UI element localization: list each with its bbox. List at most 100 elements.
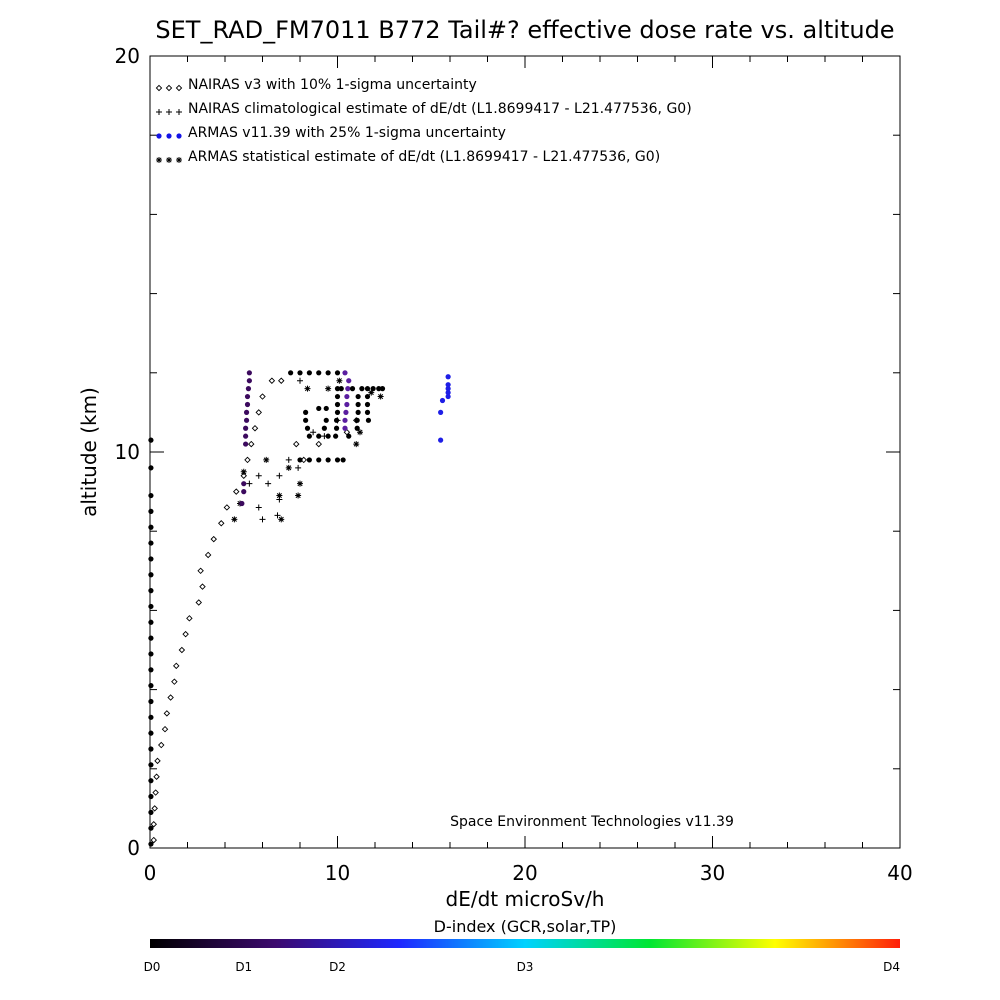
data-point-dot: [355, 393, 361, 400]
data-point-asterisk: [263, 456, 270, 463]
data-point-asterisk: [377, 393, 384, 400]
data-point-dot: [364, 393, 371, 400]
data-point-dot: [176, 133, 182, 139]
data-point-dot: [148, 667, 154, 673]
data-point-diamond: [197, 567, 204, 575]
data-point-asterisk: [368, 389, 375, 396]
data-point-diamond: [186, 615, 193, 622]
data-point-dot: [342, 370, 348, 376]
data-point-dot: [148, 635, 154, 641]
data-point-dot: [346, 433, 352, 439]
data-point-asterisk: [176, 157, 182, 163]
data-point-diamond: [315, 440, 322, 448]
data-point-dot: [323, 417, 329, 423]
data-point-dot: [304, 425, 311, 431]
data-point-dot: [445, 393, 451, 400]
data-point-diamond: [259, 393, 266, 400]
data-point-asterisk: [357, 429, 363, 436]
data-point-plus: [166, 109, 172, 115]
data-point-dot: [334, 409, 341, 415]
data-point-dot: [243, 441, 249, 447]
data-point-dot: [148, 746, 154, 752]
data-point-diamond: [199, 583, 206, 590]
data-point-dot: [244, 401, 251, 408]
data-point-dot: [334, 370, 341, 376]
colorbar-labels: D0 D1 D2 D3 D4: [144, 960, 900, 974]
data-point-diamond: [218, 520, 225, 527]
data-point-diamond: [173, 662, 180, 670]
legend-entry-label: ARMAS v11.39 with 25% 1-sigma uncertaint…: [188, 125, 506, 141]
colorbar-label: D2: [329, 960, 346, 974]
data-point-diamond: [195, 599, 202, 606]
data-point-diamond: [248, 440, 255, 448]
data-point-plus: [265, 480, 272, 487]
data-point-dot: [148, 793, 154, 800]
data-point-dot: [342, 425, 348, 431]
data-point-dot: [364, 401, 371, 408]
data-point-diamond: [171, 678, 178, 685]
data-point-dot: [148, 809, 154, 815]
data-point-dot: [303, 409, 309, 415]
data-point-plus: [276, 472, 283, 479]
data-point-dot: [316, 405, 322, 412]
data-point-dot: [148, 619, 154, 625]
data-point-diamond: [163, 710, 171, 717]
data-point-dot: [445, 390, 451, 396]
data-point-plus: [310, 429, 317, 436]
data-point-dot: [246, 378, 252, 384]
x-tick-label: 10: [325, 861, 350, 885]
data-point-dot: [365, 417, 372, 423]
data-point-dot: [445, 382, 451, 388]
data-point-diamond: [152, 789, 159, 796]
annotation: Space Environment Technologies v11.39: [450, 814, 734, 830]
data-point-dot: [438, 409, 444, 415]
data-point-dot: [244, 393, 251, 400]
data-point-diamond: [278, 377, 285, 384]
data-point-dot: [334, 457, 341, 463]
data-point-dot: [333, 425, 340, 431]
data-point-dot: [342, 417, 348, 423]
data-point-asterisk: [325, 385, 332, 392]
data-point-dot: [148, 841, 154, 847]
data-point-diamond: [165, 84, 173, 92]
data-point-dot: [166, 133, 172, 139]
data-point-dot: [148, 572, 154, 578]
data-point-diamond: [167, 694, 174, 701]
data-point-diamond: [293, 440, 300, 448]
data-point-asterisk: [336, 377, 343, 384]
data-point-diamond: [182, 630, 189, 638]
data-point-dot: [148, 762, 154, 768]
x-tick-label: 20: [512, 861, 537, 885]
data-point-dot: [344, 393, 350, 400]
data-point-dot: [243, 417, 250, 423]
data-point-dot: [325, 433, 331, 439]
data-point-dot: [334, 393, 341, 400]
data-point-asterisk: [276, 492, 283, 499]
data-point-dot: [239, 500, 245, 507]
data-point-dot: [303, 417, 309, 423]
data-point-dot: [148, 465, 154, 471]
data-point-dot: [316, 457, 322, 463]
data-point-diamond: [150, 836, 157, 844]
data-point-plus: [156, 109, 162, 115]
data-point-dot: [148, 714, 154, 720]
data-point-dot: [148, 556, 154, 562]
data-point-dot: [148, 437, 154, 443]
colorbar: [150, 939, 900, 948]
data-point-dot: [343, 409, 349, 415]
data-point-diamond: [240, 472, 247, 479]
data-point-dot: [148, 508, 154, 514]
data-point-plus: [295, 464, 302, 471]
data-point-diamond: [175, 84, 183, 92]
data-point-dot: [359, 386, 365, 392]
legend: NAIRAS v3 with 10% 1-sigma uncertainty NA…: [155, 77, 692, 165]
data-point-dot: [306, 457, 312, 463]
data-point-dot: [245, 386, 252, 392]
data-point-dot: [354, 425, 360, 431]
y-axis-label: altitude (km): [77, 387, 101, 517]
colorbar-label: D1: [235, 960, 252, 974]
data-point-dot: [355, 409, 361, 415]
data-point-plus: [259, 516, 266, 523]
data-point-diamond: [244, 456, 251, 464]
